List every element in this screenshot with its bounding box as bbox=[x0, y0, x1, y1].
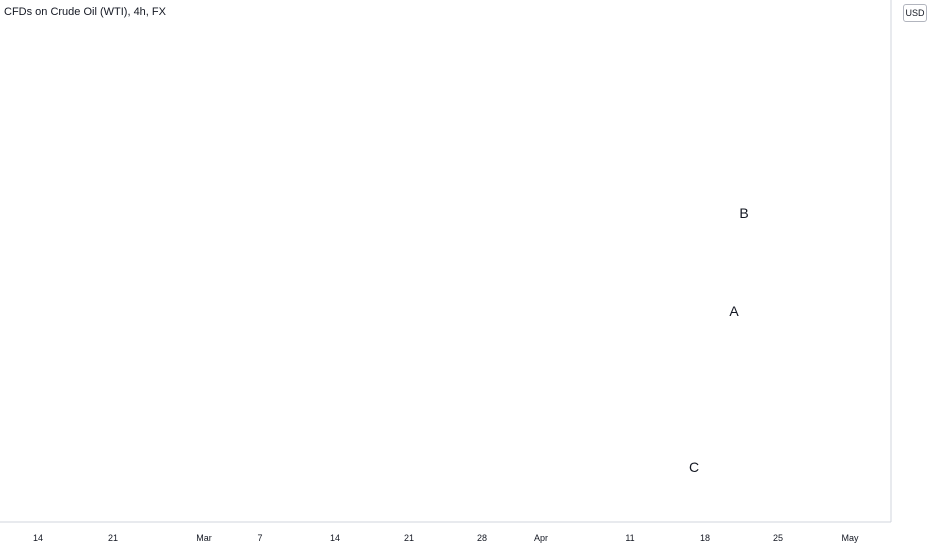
currency-button[interactable]: USD bbox=[903, 4, 927, 22]
projection-label: B bbox=[739, 205, 748, 221]
symbol-title: CFDs on Crude Oil (WTI), 4h, FX bbox=[4, 6, 166, 18]
x-tick-label: May bbox=[841, 533, 859, 543]
x-tick-label: Apr bbox=[534, 533, 548, 543]
x-tick-label: 21 bbox=[404, 533, 414, 543]
projection-label: A bbox=[729, 303, 739, 319]
projection-label: C bbox=[689, 459, 699, 475]
x-tick-label: Mar bbox=[196, 533, 212, 543]
x-tick-label: 28 bbox=[477, 533, 487, 543]
x-tick-label: 21 bbox=[108, 533, 118, 543]
x-tick-label: 25 bbox=[773, 533, 783, 543]
x-tick-label: 18 bbox=[700, 533, 710, 543]
x-tick-label: 11 bbox=[625, 533, 634, 543]
x-tick-label: 14 bbox=[33, 533, 43, 543]
x-tick-label: 14 bbox=[330, 533, 340, 543]
x-tick-label: 7 bbox=[257, 533, 262, 543]
